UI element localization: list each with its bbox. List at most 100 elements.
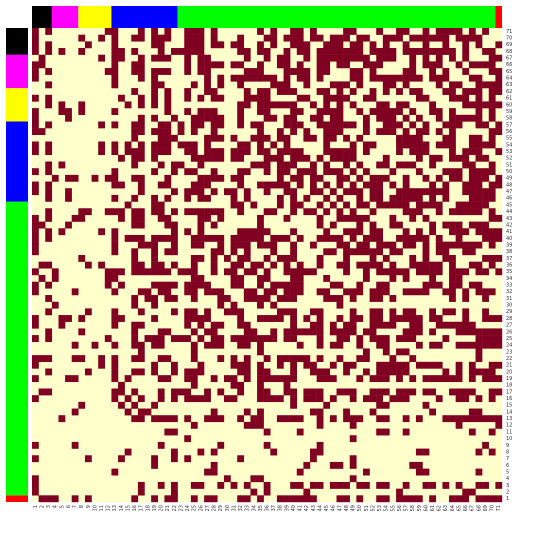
heatmap-cell (488, 188, 496, 196)
heatmap-cell (429, 48, 437, 55)
x-tick-label: 40 (291, 505, 297, 511)
heatmap-cell (296, 68, 304, 75)
heatmap-cell (303, 461, 311, 469)
heatmap-cell (78, 355, 86, 363)
y-tick-label: 5 (506, 469, 509, 475)
heatmap-cell (409, 68, 417, 75)
heatmap-cell (468, 261, 476, 269)
row-group-bar (6, 28, 28, 502)
heatmap-cell (184, 194, 192, 202)
heatmap-cell (402, 201, 410, 209)
x-tick-label: 31 (231, 505, 237, 511)
heatmap-cell (137, 321, 145, 329)
heatmap-cell (230, 234, 238, 242)
x-tick-label: 50 (357, 505, 363, 511)
heatmap-cell (316, 288, 324, 296)
heatmap-cell (316, 254, 324, 262)
heatmap-cell (468, 161, 476, 169)
heatmap-cell (336, 41, 344, 49)
heatmap-cell (237, 228, 245, 236)
heatmap-cell (217, 74, 225, 82)
heatmap-cell (45, 194, 53, 202)
heatmap-cell (336, 301, 344, 309)
heatmap-cell (422, 61, 430, 69)
heatmap-cell (495, 234, 503, 242)
heatmap-cell (204, 208, 211, 216)
heatmap-cell (151, 168, 158, 176)
heatmap-cell (336, 148, 344, 156)
heatmap-cell (449, 375, 456, 383)
x-tick-label: 11 (99, 505, 105, 511)
heatmap-cell (488, 395, 496, 403)
heatmap-cell (230, 174, 238, 182)
heatmap-cell (131, 341, 139, 349)
heatmap-cell (230, 194, 238, 202)
heatmap-cell (197, 208, 205, 216)
heatmap-cell (422, 388, 430, 396)
heatmap-cell (118, 401, 125, 409)
heatmap-cell (475, 81, 483, 89)
heatmap-cell (362, 468, 370, 476)
heatmap-cell (71, 441, 79, 449)
heatmap-cell (45, 355, 53, 363)
heatmap-cell (71, 408, 79, 416)
heatmap-cell (210, 448, 218, 456)
heatmap-cell (157, 201, 165, 209)
heatmap-cell (243, 368, 251, 376)
heatmap-cell (190, 368, 198, 376)
heatmap-cell (475, 108, 483, 115)
heatmap-cell (310, 114, 317, 122)
heatmap-cell (468, 168, 476, 176)
heatmap-cell (475, 101, 483, 109)
heatmap-cell (32, 475, 39, 483)
heatmap-cell (488, 254, 496, 262)
heatmap-cell (409, 61, 417, 69)
heatmap-cell (290, 201, 297, 209)
heatmap-cell (45, 81, 53, 89)
heatmap-cell (442, 308, 450, 316)
heatmap-cell (475, 41, 483, 49)
heatmap-cell (296, 148, 304, 156)
heatmap-cell (349, 248, 357, 256)
heatmap-cell (257, 234, 264, 242)
heatmap-cell (316, 421, 324, 429)
x-tick-label: 34 (251, 505, 257, 511)
heatmap-cell (323, 68, 331, 75)
heatmap-cell (151, 148, 158, 156)
x-tick-labels: 1 2 3 4 5 6 7 8 9 10 11 12 13 14 15 16 17 18 19 20 21 22 23 24 2… (33, 505, 502, 511)
y-tick-label: 53 (506, 149, 512, 155)
heatmap-cell (243, 88, 251, 95)
heatmap-cell (402, 428, 410, 436)
heatmap-cell (376, 261, 384, 269)
heatmap-cell (435, 268, 443, 276)
heatmap-cell (137, 188, 145, 196)
x-tick-label: 71 (496, 505, 502, 511)
heatmap-cell (250, 94, 258, 102)
heatmap-cell (316, 48, 324, 55)
heatmap-cell (263, 154, 271, 162)
heatmap-cell (402, 315, 410, 322)
heatmap-cell (45, 94, 53, 102)
y-tick-label: 23 (506, 349, 512, 355)
heatmap-cell (217, 481, 225, 489)
heatmap-cell (111, 275, 119, 282)
heatmap-cell (455, 94, 463, 102)
heatmap-cell (343, 368, 350, 376)
heatmap-cell (369, 228, 377, 236)
heatmap-cell (157, 481, 165, 489)
heatmap-cell (38, 355, 46, 363)
heatmap-cell (243, 94, 251, 102)
heatmap-cell (84, 41, 92, 49)
heatmap-cell (276, 81, 284, 89)
heatmap-cell (32, 214, 39, 222)
heatmap-cell (329, 295, 337, 302)
heatmap-cell (329, 81, 337, 89)
heatmap-cell (488, 261, 496, 269)
heatmap-cell (415, 88, 423, 95)
heatmap-cell (356, 481, 364, 489)
heatmap-cell (336, 94, 344, 102)
heatmap-cell (396, 488, 403, 496)
heatmap-cell (310, 455, 317, 463)
heatmap-cell (323, 121, 331, 129)
